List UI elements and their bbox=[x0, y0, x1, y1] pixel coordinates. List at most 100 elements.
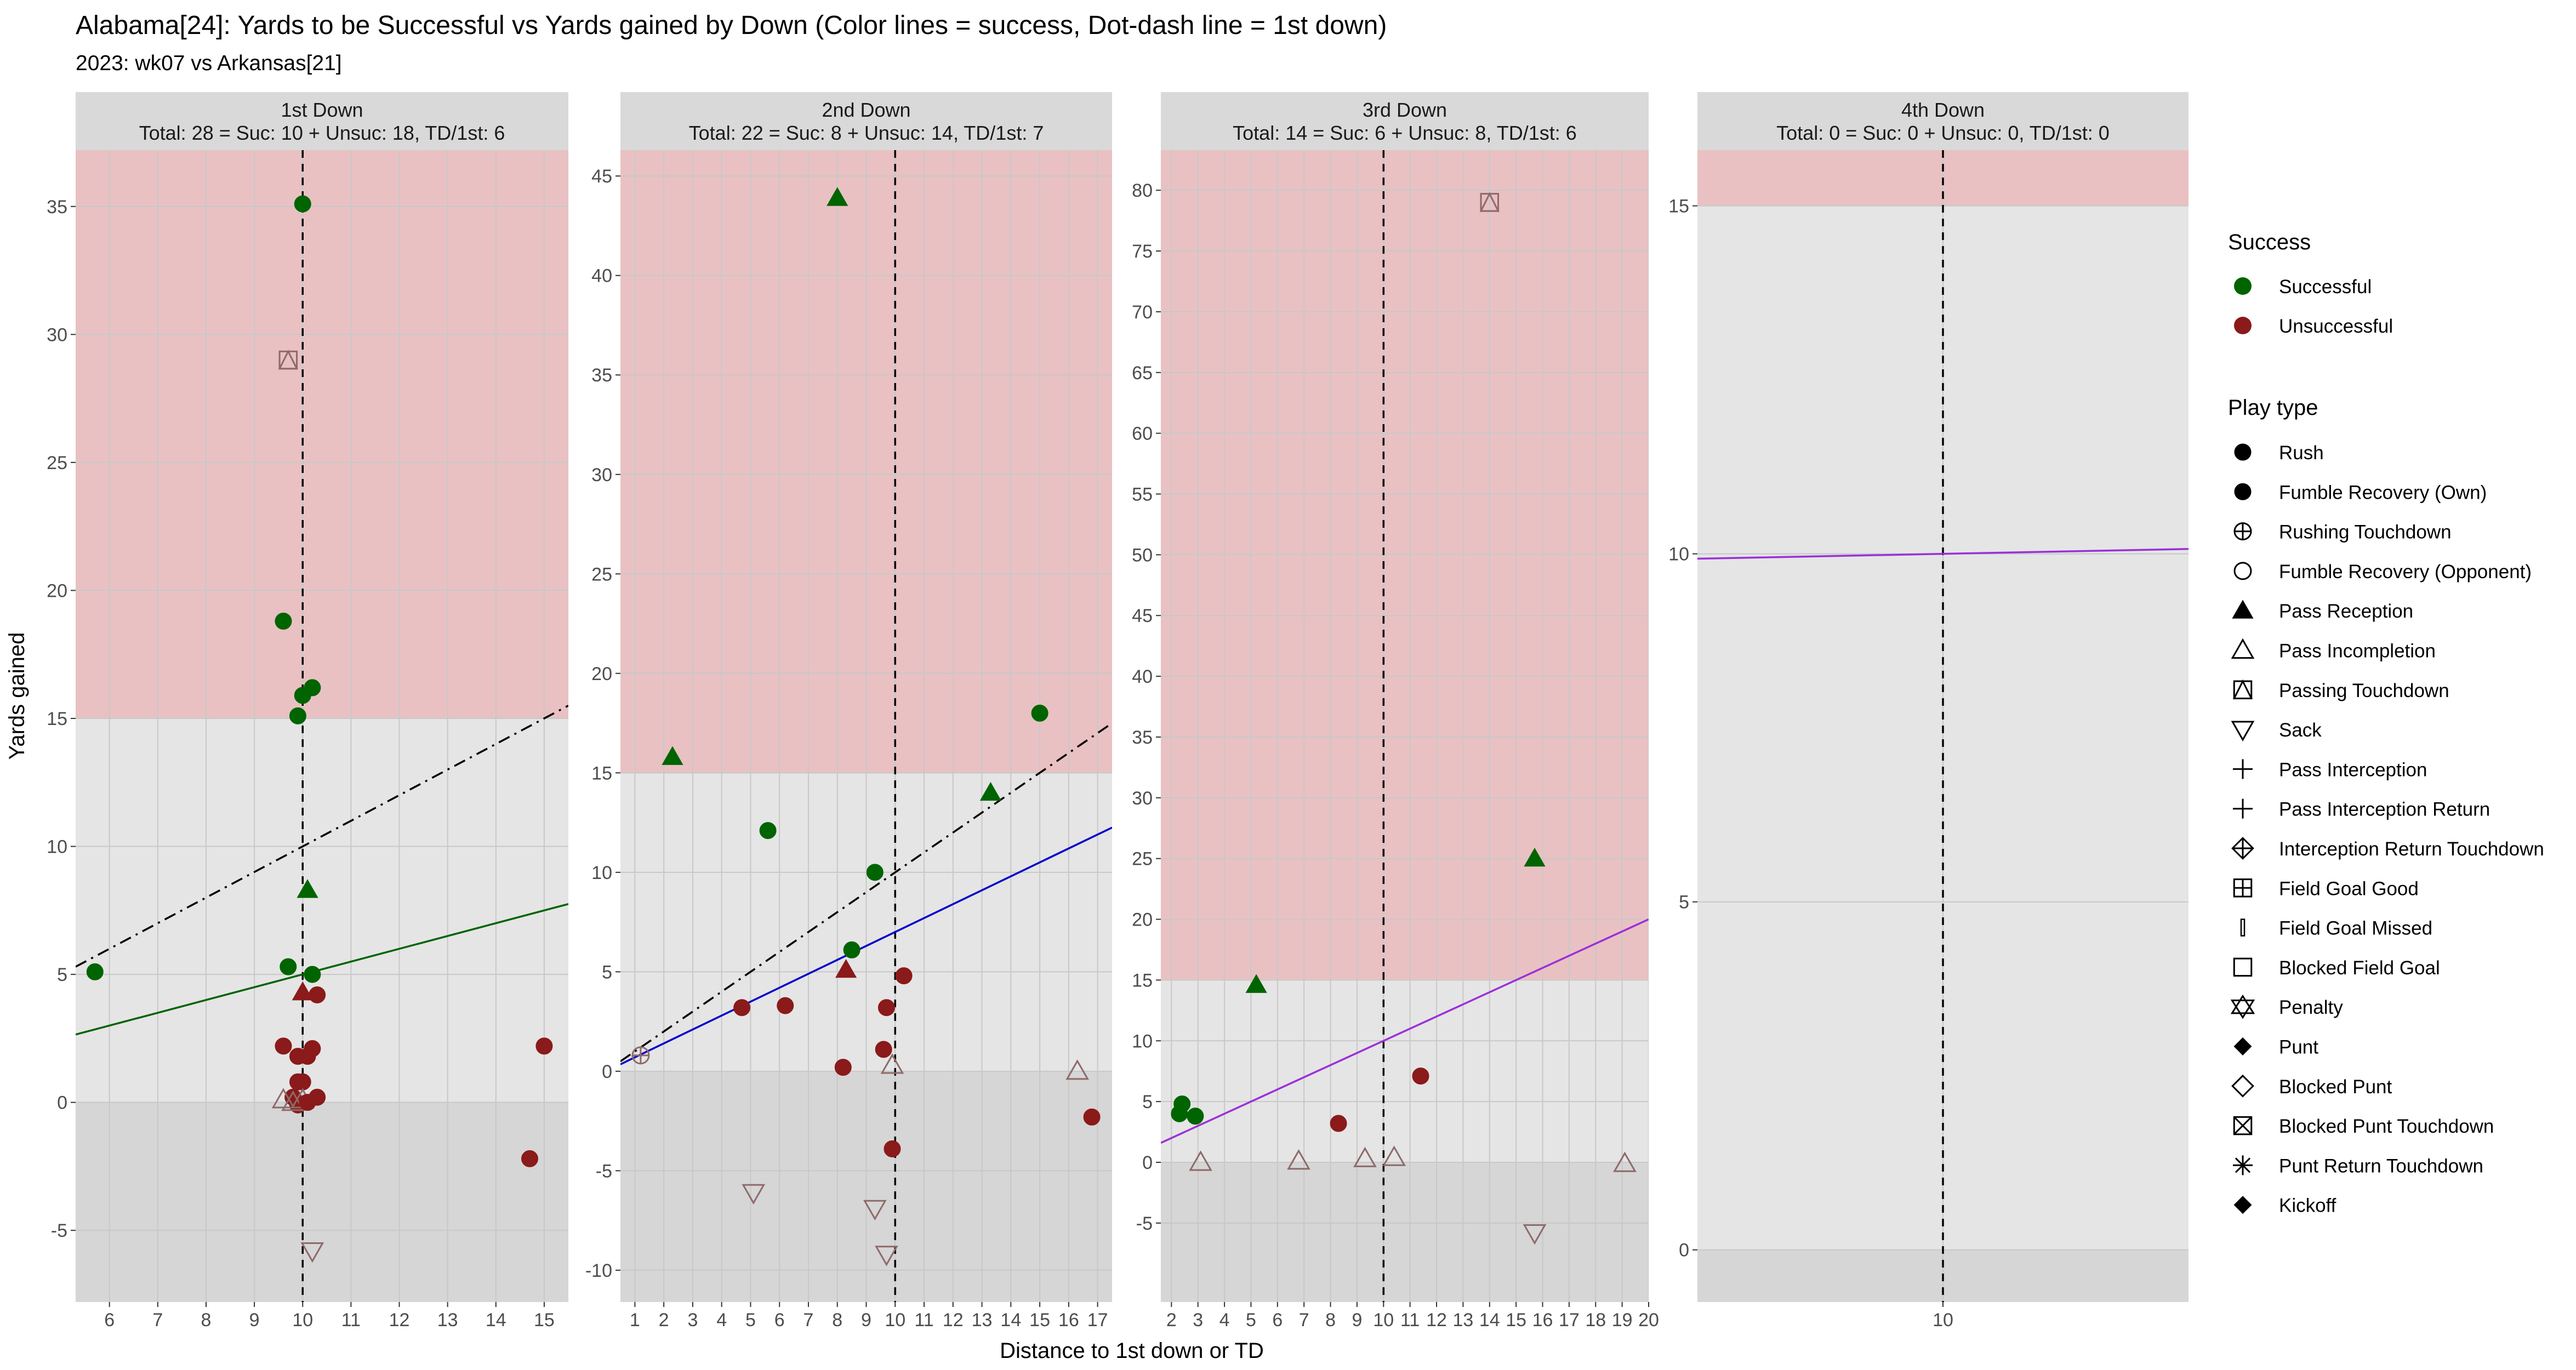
y-tick-label: -5 bbox=[51, 1220, 67, 1241]
legend-entry: Rush bbox=[2234, 442, 2324, 464]
x-tick-label: 7 bbox=[803, 1310, 814, 1331]
facet-strip-totals: Total: 0 = Suc: 0 + Unsuc: 0, TD/1st: 0 bbox=[1776, 122, 2110, 144]
facet-strip bbox=[1161, 92, 1649, 150]
x-tick-label: 6 bbox=[1272, 1310, 1283, 1331]
y-tick-label: 10 bbox=[591, 863, 612, 883]
x-tick-label: 10 bbox=[1933, 1310, 1953, 1331]
data-point bbox=[827, 187, 848, 206]
data-point bbox=[834, 1059, 852, 1076]
legend-playtype-title: Play type bbox=[2228, 396, 2318, 420]
legend-playtype-items: Rush Fumble Recovery (Own) Rushing Touchdo… bbox=[2230, 442, 2544, 1217]
legend-label: Blocked Punt bbox=[2279, 1076, 2392, 1098]
y-tick-label: 25 bbox=[1132, 849, 1153, 870]
legend-entry: Field Goal Good bbox=[2233, 878, 2419, 899]
y-tick-label: 40 bbox=[1132, 666, 1153, 687]
data-point bbox=[280, 958, 297, 975]
reference-lines bbox=[1161, 150, 1649, 1302]
y-tick-label: 45 bbox=[1132, 606, 1153, 626]
legend-label: Blocked Punt Touchdown bbox=[2279, 1116, 2494, 1137]
x-tick-label: 13 bbox=[972, 1310, 993, 1331]
legend-key bbox=[2233, 1037, 2252, 1055]
data-points bbox=[1171, 192, 1637, 1245]
data-point bbox=[275, 1037, 292, 1055]
data-point bbox=[759, 822, 777, 840]
x-tick-label: 12 bbox=[1426, 1310, 1447, 1331]
y-tick-label: 20 bbox=[591, 664, 612, 684]
first-down-line bbox=[76, 705, 568, 968]
first-down-line bbox=[620, 722, 1112, 1063]
legend-label: Pass Incompletion bbox=[2279, 641, 2436, 662]
x-tick-label: 19 bbox=[1612, 1310, 1633, 1331]
data-point bbox=[1031, 704, 1048, 722]
legend-entry: Interception Return Touchdown bbox=[2231, 837, 2544, 860]
legend-key bbox=[2232, 679, 2253, 700]
success-zone-band bbox=[1161, 150, 1649, 980]
x-tick-label: 6 bbox=[774, 1310, 785, 1331]
y-tick-label: 25 bbox=[47, 453, 67, 473]
y-tick-label: 45 bbox=[591, 166, 612, 187]
y-tick-label: 15 bbox=[591, 763, 612, 784]
x-tick-label: 9 bbox=[1352, 1310, 1362, 1331]
data-point bbox=[275, 612, 292, 630]
data-point bbox=[521, 1150, 538, 1167]
y-tick-label: 5 bbox=[1142, 1092, 1153, 1112]
legend-label: Field Goal Missed bbox=[2279, 918, 2432, 939]
data-point bbox=[86, 963, 104, 980]
x-tick-label: 14 bbox=[486, 1310, 506, 1331]
x-tick-label: 17 bbox=[1559, 1310, 1580, 1331]
y-tick-label: 35 bbox=[1132, 727, 1153, 748]
x-tick-label: 3 bbox=[1193, 1310, 1203, 1331]
facet-strip bbox=[620, 92, 1112, 150]
panel-background bbox=[76, 150, 568, 1302]
data-point bbox=[297, 879, 318, 898]
legend-label: Interception Return Touchdown bbox=[2279, 838, 2544, 860]
data-point bbox=[299, 1094, 316, 1111]
reference-lines bbox=[1697, 150, 2189, 1302]
legend-key bbox=[2232, 600, 2254, 619]
x-tick-label: 16 bbox=[1532, 1310, 1553, 1331]
y-tick-label: 10 bbox=[1132, 1031, 1153, 1052]
legend-key bbox=[2233, 878, 2253, 898]
y-tick-label: 50 bbox=[1132, 545, 1153, 566]
legend-label: Sack bbox=[2279, 720, 2322, 741]
data-point bbox=[877, 999, 895, 1017]
x-axis-label: Distance to 1st down or TD bbox=[1000, 1339, 1264, 1363]
y-tick-label: 75 bbox=[1132, 241, 1153, 262]
legend-entry: Pass Reception bbox=[2232, 600, 2413, 622]
data-point bbox=[733, 999, 751, 1017]
facet-strip-totals: Total: 22 = Suc: 8 + Unsuc: 14, TD/1st: … bbox=[689, 122, 1044, 144]
data-point bbox=[742, 1184, 766, 1205]
y-tick-label: 25 bbox=[591, 564, 612, 585]
x-tick-label: 13 bbox=[1452, 1310, 1473, 1331]
data-point bbox=[1613, 1151, 1637, 1172]
y-tick-label: 65 bbox=[1132, 363, 1153, 384]
y-tick-label: 80 bbox=[1132, 180, 1153, 201]
success-threshold-line bbox=[76, 903, 568, 1036]
legend-label: Punt bbox=[2279, 1037, 2318, 1058]
data-points bbox=[86, 195, 553, 1263]
data-point bbox=[1382, 1145, 1406, 1166]
success-threshold-line bbox=[620, 826, 1112, 1065]
legend-label: Rush bbox=[2279, 442, 2324, 464]
y-tick-label: 5 bbox=[1679, 892, 1689, 913]
x-tick-label: 7 bbox=[1299, 1310, 1309, 1331]
legend-key bbox=[2233, 562, 2252, 580]
data-points bbox=[631, 187, 1101, 1266]
y-tick-label: 35 bbox=[47, 197, 67, 218]
x-tick-label: 12 bbox=[943, 1310, 964, 1331]
data-point bbox=[1479, 192, 1500, 212]
x-tick-label: 8 bbox=[201, 1310, 212, 1331]
legend-entry: Kickoff bbox=[2233, 1195, 2336, 1217]
data-point bbox=[835, 958, 857, 978]
x-tick-label: 8 bbox=[1325, 1310, 1336, 1331]
legend-entry: Pass Interception Return bbox=[2233, 798, 2490, 820]
x-tick-label: 10 bbox=[292, 1310, 313, 1331]
x-tick-label: 3 bbox=[687, 1310, 698, 1331]
data-point bbox=[294, 1073, 311, 1091]
data-point bbox=[281, 1090, 305, 1111]
legend-key bbox=[2233, 1196, 2252, 1214]
legend-label: Successful bbox=[2279, 276, 2372, 298]
y-tick-label: 15 bbox=[47, 709, 67, 729]
